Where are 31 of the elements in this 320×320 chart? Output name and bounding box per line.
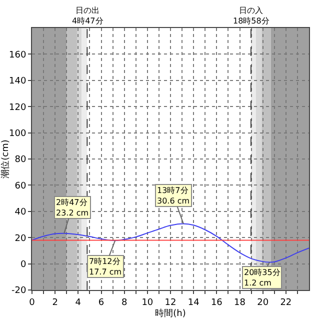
x-tick-label: 16 [210, 298, 223, 308]
x-tick-label: 20 [257, 298, 269, 308]
y-axis-title: 潮位(cm) [0, 140, 11, 178]
x-tick-label: 18 [234, 298, 246, 308]
annotation: 13時7分 30.6 cm [157, 186, 190, 206]
y-tick-label: 0 [20, 260, 26, 270]
y-tick-label: 160 [9, 50, 26, 60]
y-tick-label: 40 [14, 208, 26, 218]
y-tick-label: 100 [9, 128, 26, 139]
ref-line-label: 日の出 4時47分 [72, 6, 104, 26]
x-tick-label: 22 [280, 298, 292, 308]
y-tick-label: 20 [14, 234, 26, 244]
line-series [32, 223, 309, 263]
x-tick-label: 4 [75, 298, 82, 308]
x-tick-label: 6 [98, 298, 104, 308]
annotation: 7時12分 17.7 cm [89, 257, 122, 276]
x-tick-label: 2 [52, 298, 58, 308]
y-tick-label: -20 [11, 286, 26, 296]
y-tick-label: 80 [14, 155, 26, 166]
y-tick-label: 140 [9, 76, 26, 87]
x-tick-label: 10 [142, 298, 154, 308]
ref-line-label: 日の入 18時58分 [233, 6, 270, 26]
x-tick-label: 14 [188, 298, 200, 308]
annotation: 2時47分 23.2 cm [56, 198, 89, 218]
annotation: 20時35分 1.2 cm [244, 268, 280, 288]
y-tick-label: 60 [14, 181, 26, 192]
x-tick-label: 12 [164, 298, 176, 308]
x-axis-title: 時間(h) [155, 308, 186, 319]
y-tick-label: 120 [9, 102, 26, 113]
x-tick-label: 0 [29, 298, 36, 308]
x-tick-label: 8 [121, 298, 128, 308]
